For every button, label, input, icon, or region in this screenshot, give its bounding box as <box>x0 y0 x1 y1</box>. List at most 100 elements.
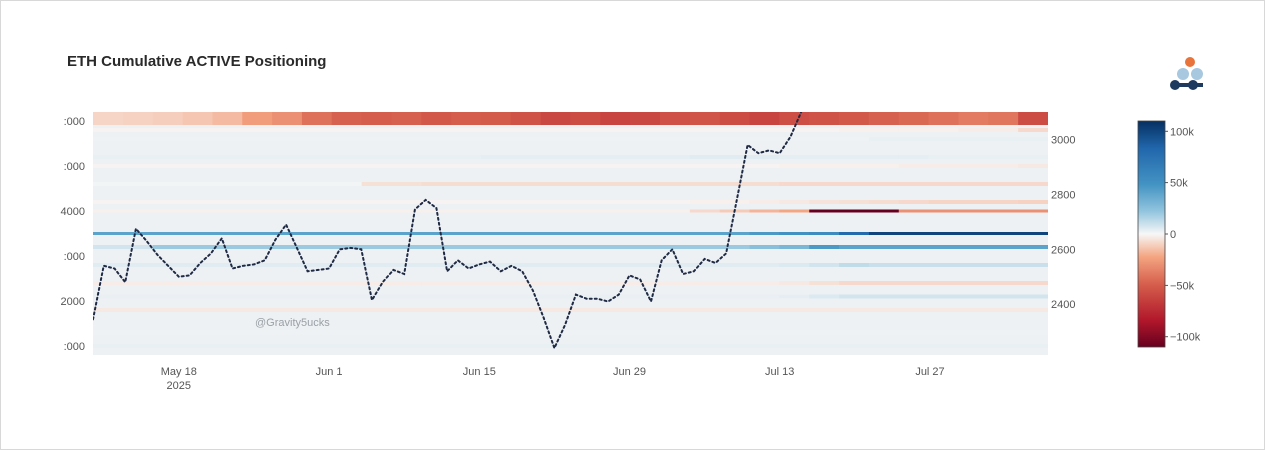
heatmap-cell <box>93 209 124 213</box>
colorbar-tick-label: −100k <box>1170 332 1201 344</box>
heatmap-cell <box>391 182 422 186</box>
x-tick-label: Jul 13 <box>765 366 794 378</box>
colorbar-tick-label: −50k <box>1170 280 1195 292</box>
heatmap-cell <box>600 308 631 312</box>
heatmap-cell <box>988 137 1019 141</box>
heatmap-cell <box>898 164 930 168</box>
heatmap-cell <box>242 330 273 335</box>
colorbar-tick-label: 0 <box>1170 229 1176 241</box>
heatmap-cell <box>689 155 721 159</box>
heatmap-cell <box>988 344 1019 348</box>
heatmap-cell <box>122 294 154 299</box>
heatmap-cell <box>928 245 960 249</box>
heatmap-cell <box>868 164 900 168</box>
heatmap-cell <box>182 232 213 235</box>
heatmap-cell <box>540 245 572 249</box>
heatmap-cell <box>689 263 721 267</box>
heatmap-cell <box>1018 308 1048 312</box>
heatmap-cell <box>1018 112 1048 125</box>
heatmap-cell <box>510 200 542 204</box>
heatmap-cell <box>361 128 393 132</box>
heatmap-cell <box>719 128 751 132</box>
heatmap-cell <box>839 294 870 299</box>
heatmap-cell <box>630 112 661 125</box>
heatmap-cell <box>779 330 810 335</box>
heatmap-cell <box>630 200 661 204</box>
heatmap-cell <box>301 294 333 299</box>
heatmap-cell <box>93 344 124 348</box>
heatmap-cell <box>600 182 631 186</box>
heatmap-cell <box>570 182 601 186</box>
heatmap-cell <box>898 182 930 186</box>
heatmap-cell <box>988 182 1019 186</box>
heatmap-cell <box>93 263 124 267</box>
heatmap-cell <box>749 232 780 235</box>
heatmap-cell <box>451 164 482 168</box>
heatmap-cell <box>272 137 303 141</box>
heatmap-cell <box>928 200 960 204</box>
heatmap-cell <box>839 137 870 141</box>
gravity-logo-icon <box>1170 57 1203 90</box>
heatmap-cell <box>301 182 333 186</box>
heatmap-cell <box>152 308 184 312</box>
heatmap-cell <box>898 232 930 235</box>
heatmap-cell <box>391 344 422 348</box>
heatmap-cell <box>809 281 840 285</box>
heatmap-cell <box>301 200 333 204</box>
heatmap-cell <box>421 155 452 159</box>
heatmap-cell <box>779 128 810 132</box>
y-left-tick-label: 4000 <box>61 206 85 218</box>
heatmap-cell <box>152 245 184 249</box>
y-left-tick-label: :000 <box>64 161 85 173</box>
heatmap-cell <box>1018 263 1048 267</box>
heatmap-cell <box>600 330 631 335</box>
heatmap-cell <box>451 209 482 213</box>
heatmap-cell <box>958 281 989 285</box>
heatmap-cell <box>361 112 393 125</box>
heatmap-cell <box>480 308 512 312</box>
heatmap-cell <box>391 209 422 213</box>
heatmap-cell <box>331 112 363 125</box>
heatmap-cell <box>451 137 482 141</box>
heatmap-cell <box>510 128 542 132</box>
heatmap-cell <box>182 182 213 186</box>
heatmap-cell <box>719 137 751 141</box>
heatmap-cell <box>570 137 601 141</box>
heatmap-cell <box>928 294 960 299</box>
heatmap-cell <box>540 112 572 125</box>
heatmap-cell <box>301 308 333 312</box>
heatmap-cell <box>749 200 780 204</box>
heatmap-cell <box>510 344 542 348</box>
heatmap-cell <box>749 330 780 335</box>
heatmap-cell <box>570 308 601 312</box>
heatmap-cell <box>928 137 960 141</box>
heatmap-cell <box>898 344 930 348</box>
heatmap-cell <box>93 232 124 235</box>
heatmap-cell <box>391 137 422 141</box>
x-tick-line: Jun 15 <box>463 366 496 378</box>
heatmap-cell <box>600 232 631 235</box>
heatmap-cell <box>958 112 989 125</box>
heatmap-cell <box>1018 200 1048 204</box>
heatmap-cell <box>152 232 184 235</box>
heatmap-cell <box>928 281 960 285</box>
heatmap-cell <box>93 245 124 249</box>
heatmap-cell <box>510 308 542 312</box>
heatmap-cell <box>868 344 900 348</box>
heatmap-cell <box>152 344 184 348</box>
heatmap-cell <box>689 330 721 335</box>
heatmap-cell <box>272 200 303 204</box>
y-right-tick-label: 2400 <box>1051 299 1075 311</box>
heatmap-cell <box>779 209 810 213</box>
heatmap-cell <box>868 128 900 132</box>
heatmap-cell <box>331 232 363 235</box>
heatmap-cell <box>868 281 900 285</box>
heatmap-cell <box>660 155 691 159</box>
heatmap-cell <box>779 281 810 285</box>
heatmap-cell <box>660 164 691 168</box>
heatmap-cell <box>510 209 542 213</box>
heatmap-cell <box>361 330 393 335</box>
heatmap-cell <box>391 308 422 312</box>
colorbar: 100k 50k 0 −50k −100k <box>1137 120 1201 348</box>
heatmap-cell <box>749 294 780 299</box>
